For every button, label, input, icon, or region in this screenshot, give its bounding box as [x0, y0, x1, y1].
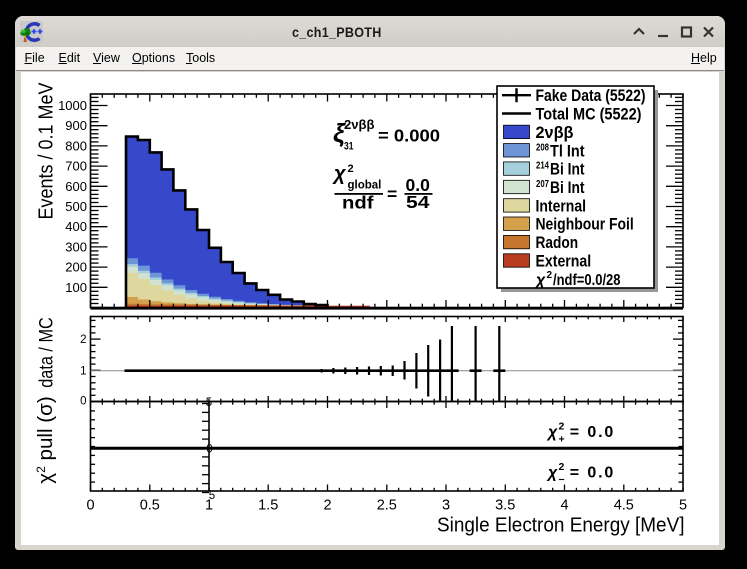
- svg-text:600: 600: [65, 179, 87, 194]
- svg-text:global: global: [348, 180, 382, 192]
- svg-text:0: 0: [86, 498, 94, 514]
- svg-text:0: 0: [206, 444, 212, 456]
- svg-text:2νββ: 2νββ: [344, 118, 375, 132]
- svg-text:400: 400: [65, 219, 87, 234]
- svg-text:214: 214: [536, 161, 549, 172]
- svg-text:Neighbour Foil: Neighbour Foil: [536, 215, 634, 234]
- svg-text:ndf: ndf: [342, 193, 374, 213]
- svg-text:4.5: 4.5: [614, 498, 634, 514]
- svg-text:2: 2: [547, 270, 553, 281]
- svg-text:0.5: 0.5: [140, 498, 160, 514]
- svg-text:2νββ: 2νββ: [536, 123, 574, 142]
- svg-text:Tl Int: Tl Int: [550, 141, 585, 160]
- svg-text:200: 200: [65, 260, 87, 275]
- svg-text:Events / 0.1 MeV: Events / 0.1 MeV: [35, 82, 58, 219]
- svg-text:Total MC (5522): Total MC (5522): [536, 105, 642, 124]
- svg-text:2: 2: [559, 421, 565, 433]
- svg-text:1000: 1000: [58, 98, 87, 113]
- svg-text:2: 2: [348, 163, 354, 175]
- svg-text:ξ: ξ: [333, 118, 346, 148]
- svg-text:900: 900: [65, 118, 87, 133]
- svg-text:2: 2: [323, 498, 331, 514]
- svg-text:300: 300: [65, 239, 87, 254]
- svg-text:= 0.000: = 0.000: [378, 126, 440, 146]
- svg-text:χ: χ: [546, 424, 558, 441]
- svg-text:data / MC: data / MC: [37, 317, 58, 388]
- svg-text:3: 3: [442, 498, 450, 514]
- svg-text:= 0.0: = 0.0: [570, 465, 614, 482]
- svg-text:Internal: Internal: [536, 196, 587, 215]
- svg-text:208: 208: [536, 142, 549, 153]
- svg-text:54: 54: [406, 192, 430, 212]
- svg-text:1: 1: [80, 365, 86, 377]
- svg-text:5: 5: [209, 490, 215, 502]
- svg-text:0: 0: [80, 396, 86, 408]
- svg-text:31: 31: [344, 141, 354, 153]
- svg-text:5: 5: [206, 397, 212, 409]
- svg-text:2: 2: [559, 461, 565, 473]
- svg-text:χ: χ: [534, 272, 546, 289]
- svg-text:+: +: [559, 434, 565, 446]
- svg-text:3.5: 3.5: [495, 498, 515, 514]
- svg-text:1: 1: [205, 498, 213, 514]
- svg-text:2: 2: [80, 334, 86, 346]
- svg-text:Radon: Radon: [536, 233, 579, 252]
- svg-text:Bi Int: Bi Int: [550, 160, 585, 179]
- svg-text:External: External: [536, 252, 592, 271]
- svg-text:1.5: 1.5: [258, 498, 278, 514]
- svg-text:χ: χ: [332, 163, 347, 185]
- svg-text:5: 5: [679, 498, 687, 514]
- svg-text:700: 700: [65, 159, 87, 174]
- svg-text:−: −: [559, 474, 565, 486]
- svg-text:4: 4: [560, 498, 568, 514]
- svg-text:Single Electron Energy [MeV]: Single Electron Energy [MeV]: [437, 514, 685, 537]
- svg-text:207: 207: [536, 179, 549, 190]
- svg-text:100: 100: [65, 280, 87, 295]
- svg-text:=: =: [387, 184, 397, 204]
- svg-text:500: 500: [65, 199, 87, 214]
- svg-text:/ndf=0.0/28: /ndf=0.0/28: [553, 272, 621, 289]
- svg-text:= 0.0: = 0.0: [570, 424, 614, 441]
- svg-text:0.0: 0.0: [406, 175, 431, 195]
- svg-text:800: 800: [65, 138, 87, 153]
- svg-text:χ: χ: [546, 465, 558, 482]
- svg-text:2.5: 2.5: [377, 498, 397, 514]
- svg-text:χ2 pull (σ): χ2 pull (σ): [34, 396, 57, 483]
- svg-text:Fake Data (5522): Fake Data (5522): [536, 86, 646, 105]
- svg-text:Bi Int: Bi Int: [550, 178, 585, 197]
